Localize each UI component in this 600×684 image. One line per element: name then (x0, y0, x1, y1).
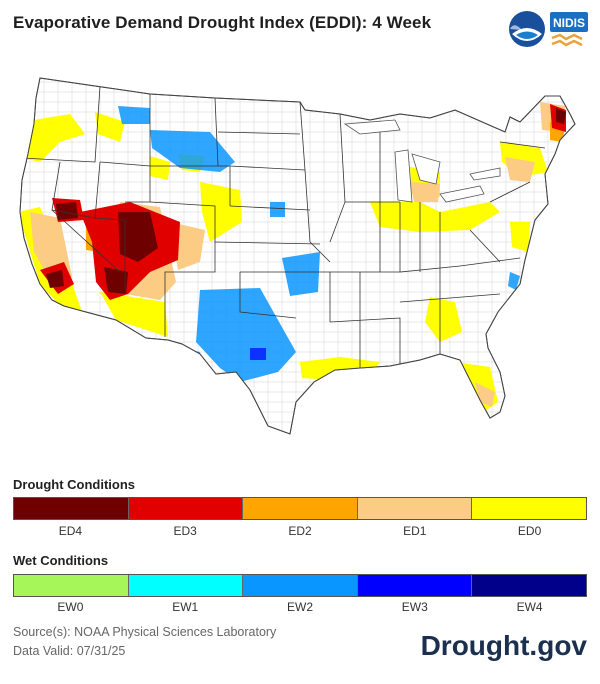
wet-legend-labels: EW0 EW1 EW2 EW3 EW4 (13, 600, 587, 614)
drought-legend-bar (13, 497, 587, 520)
wet-legend-title: Wet Conditions (13, 553, 109, 568)
ew1-label: EW1 (172, 600, 199, 614)
ew0-label: EW0 (57, 600, 84, 614)
map-title: Evaporative Demand Drought Index (EDDI):… (13, 13, 432, 32)
ed2-label: ED2 (288, 524, 312, 538)
eddi-map (19, 77, 576, 435)
ew2-swatch (243, 575, 358, 596)
conus-outline (19, 77, 576, 435)
agency-logos: NIDIS (509, 11, 588, 47)
ed1-swatch (357, 498, 473, 519)
ew3-label: EW3 (401, 600, 428, 614)
ed3-label: ED3 (173, 524, 197, 538)
ed4-label: ED4 (58, 524, 83, 538)
drought-ed4-regions (46, 108, 566, 294)
ew1-swatch (128, 575, 244, 596)
noaa-logo (509, 11, 545, 47)
ew4-swatch (472, 575, 586, 596)
wet-ew3-regions (250, 348, 266, 360)
ew4-label: EW4 (516, 600, 543, 614)
ew0-swatch (14, 575, 129, 596)
ed0-label: ED0 (517, 524, 542, 538)
ew3-swatch (357, 575, 473, 596)
ed1-label: ED1 (403, 524, 427, 538)
state-borders (21, 85, 546, 368)
ew2-label: EW2 (286, 600, 313, 614)
drought-gov-brand: Drought.gov (420, 630, 587, 661)
valid-date-text: Data Valid: 07/31/25 (13, 644, 126, 658)
nidis-logo: NIDIS (550, 12, 588, 47)
drought-legend-title: Drought Conditions (13, 477, 136, 492)
ed0-swatch (472, 498, 586, 519)
drought-legend-labels: ED4 ED3 ED2 ED1 ED0 (13, 524, 587, 538)
source-text: Source(s): NOAA Physical Sciences Labora… (13, 625, 277, 639)
ed4-swatch (14, 498, 129, 519)
svg-text:NIDIS: NIDIS (553, 16, 585, 30)
ed3-swatch (128, 498, 244, 519)
great-lakes (343, 119, 501, 203)
wet-legend-bar (13, 574, 587, 597)
ed2-swatch (243, 498, 358, 519)
